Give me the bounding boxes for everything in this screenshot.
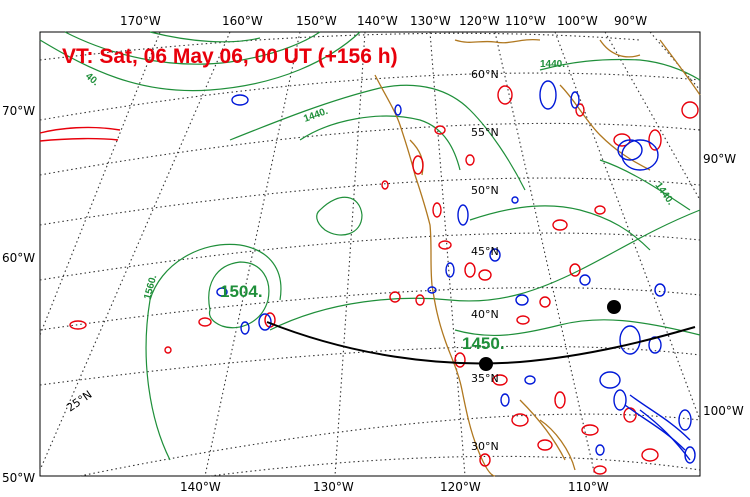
svg-text:110°W: 110°W xyxy=(505,14,546,28)
svg-text:130°W: 130°W xyxy=(313,480,354,494)
svg-text:140°W: 140°W xyxy=(180,480,221,494)
svg-text:140°W: 140°W xyxy=(357,14,398,28)
svg-text:40°N: 40°N xyxy=(471,308,499,321)
svg-text:50°N: 50°N xyxy=(471,184,499,197)
track-point-west[interactable] xyxy=(479,357,493,371)
svg-text:130°W: 130°W xyxy=(410,14,451,28)
svg-text:60°N: 60°N xyxy=(471,68,499,81)
svg-text:45°N: 45°N xyxy=(471,245,499,258)
svg-text:1504.: 1504. xyxy=(220,282,263,301)
svg-text:60°W: 60°W xyxy=(2,251,35,265)
negative-contours xyxy=(216,80,696,464)
svg-text:120°W: 120°W xyxy=(440,480,481,494)
bottom-lon-labels: 140°W 130°W 120°W 110°W xyxy=(180,480,609,494)
positive-contours xyxy=(39,85,699,475)
svg-text:50°W: 50°W xyxy=(2,471,35,485)
svg-text:70°W: 70°W xyxy=(2,104,35,118)
plot-frame xyxy=(39,31,701,477)
svg-text:1450.: 1450. xyxy=(462,334,505,353)
svg-text:35°N: 35°N xyxy=(471,372,499,385)
svg-text:100°W: 100°W xyxy=(557,14,598,28)
graticule xyxy=(39,31,701,477)
height-contours xyxy=(39,31,701,461)
valid-time-title: VT: Sat, 06 May 06, 00 UT (+156 h) xyxy=(62,45,398,68)
right-labels: 90°W 100°W xyxy=(703,152,744,418)
svg-text:90°W: 90°W xyxy=(614,14,647,28)
svg-text:160°W: 160°W xyxy=(222,14,263,28)
svg-text:90°W: 90°W xyxy=(703,152,736,166)
svg-text:1440.: 1440. xyxy=(540,59,565,70)
svg-text:55°N: 55°N xyxy=(471,126,499,139)
storm-track xyxy=(266,321,696,365)
svg-text:110°W: 110°W xyxy=(568,480,609,494)
track-point-east[interactable] xyxy=(607,300,621,314)
svg-text:30°N: 30°N xyxy=(471,440,499,453)
svg-text:100°W: 100°W xyxy=(703,404,744,418)
svg-text:150°W: 150°W xyxy=(296,14,337,28)
svg-text:120°W: 120°W xyxy=(459,14,500,28)
left-labels: 70°W 60°W 50°W xyxy=(2,104,35,485)
svg-text:170°W: 170°W xyxy=(120,14,161,28)
highlight-labels: 1504. 1450. xyxy=(220,282,505,353)
top-lon-labels: 170°W 160°W 150°W 140°W 130°W 120°W 110°… xyxy=(120,14,647,28)
